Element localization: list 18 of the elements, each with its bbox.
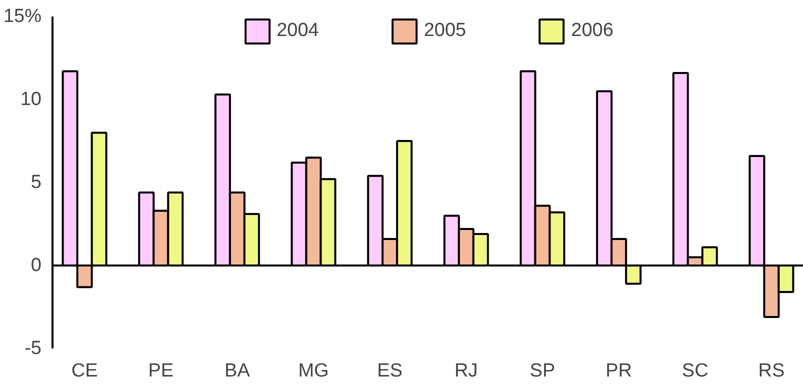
- x-tick-label: SP: [530, 360, 556, 382]
- y-tick-label: 0: [30, 255, 42, 276]
- x-tick-label: PR: [606, 360, 632, 382]
- x-tick-label: ES: [377, 360, 403, 382]
- x-tick-label: MG: [298, 360, 329, 382]
- x-tick-label: CE: [71, 360, 98, 382]
- y-tick-label: -5: [24, 338, 42, 359]
- x-tick-label: BA: [224, 360, 250, 382]
- x-tick-label: SC: [682, 360, 708, 382]
- x-tick-label: RJ: [454, 360, 478, 382]
- y-tick-label: 5: [30, 172, 42, 193]
- legend-label: 2004: [276, 20, 319, 42]
- x-tick-label: RS: [758, 360, 785, 382]
- y-tick-label: 15%: [3, 6, 42, 27]
- legend-label: 2005: [424, 20, 466, 42]
- x-tick-label: PE: [148, 360, 174, 382]
- legend-label: 2006: [571, 20, 614, 42]
- y-tick-label: 10: [20, 89, 42, 110]
